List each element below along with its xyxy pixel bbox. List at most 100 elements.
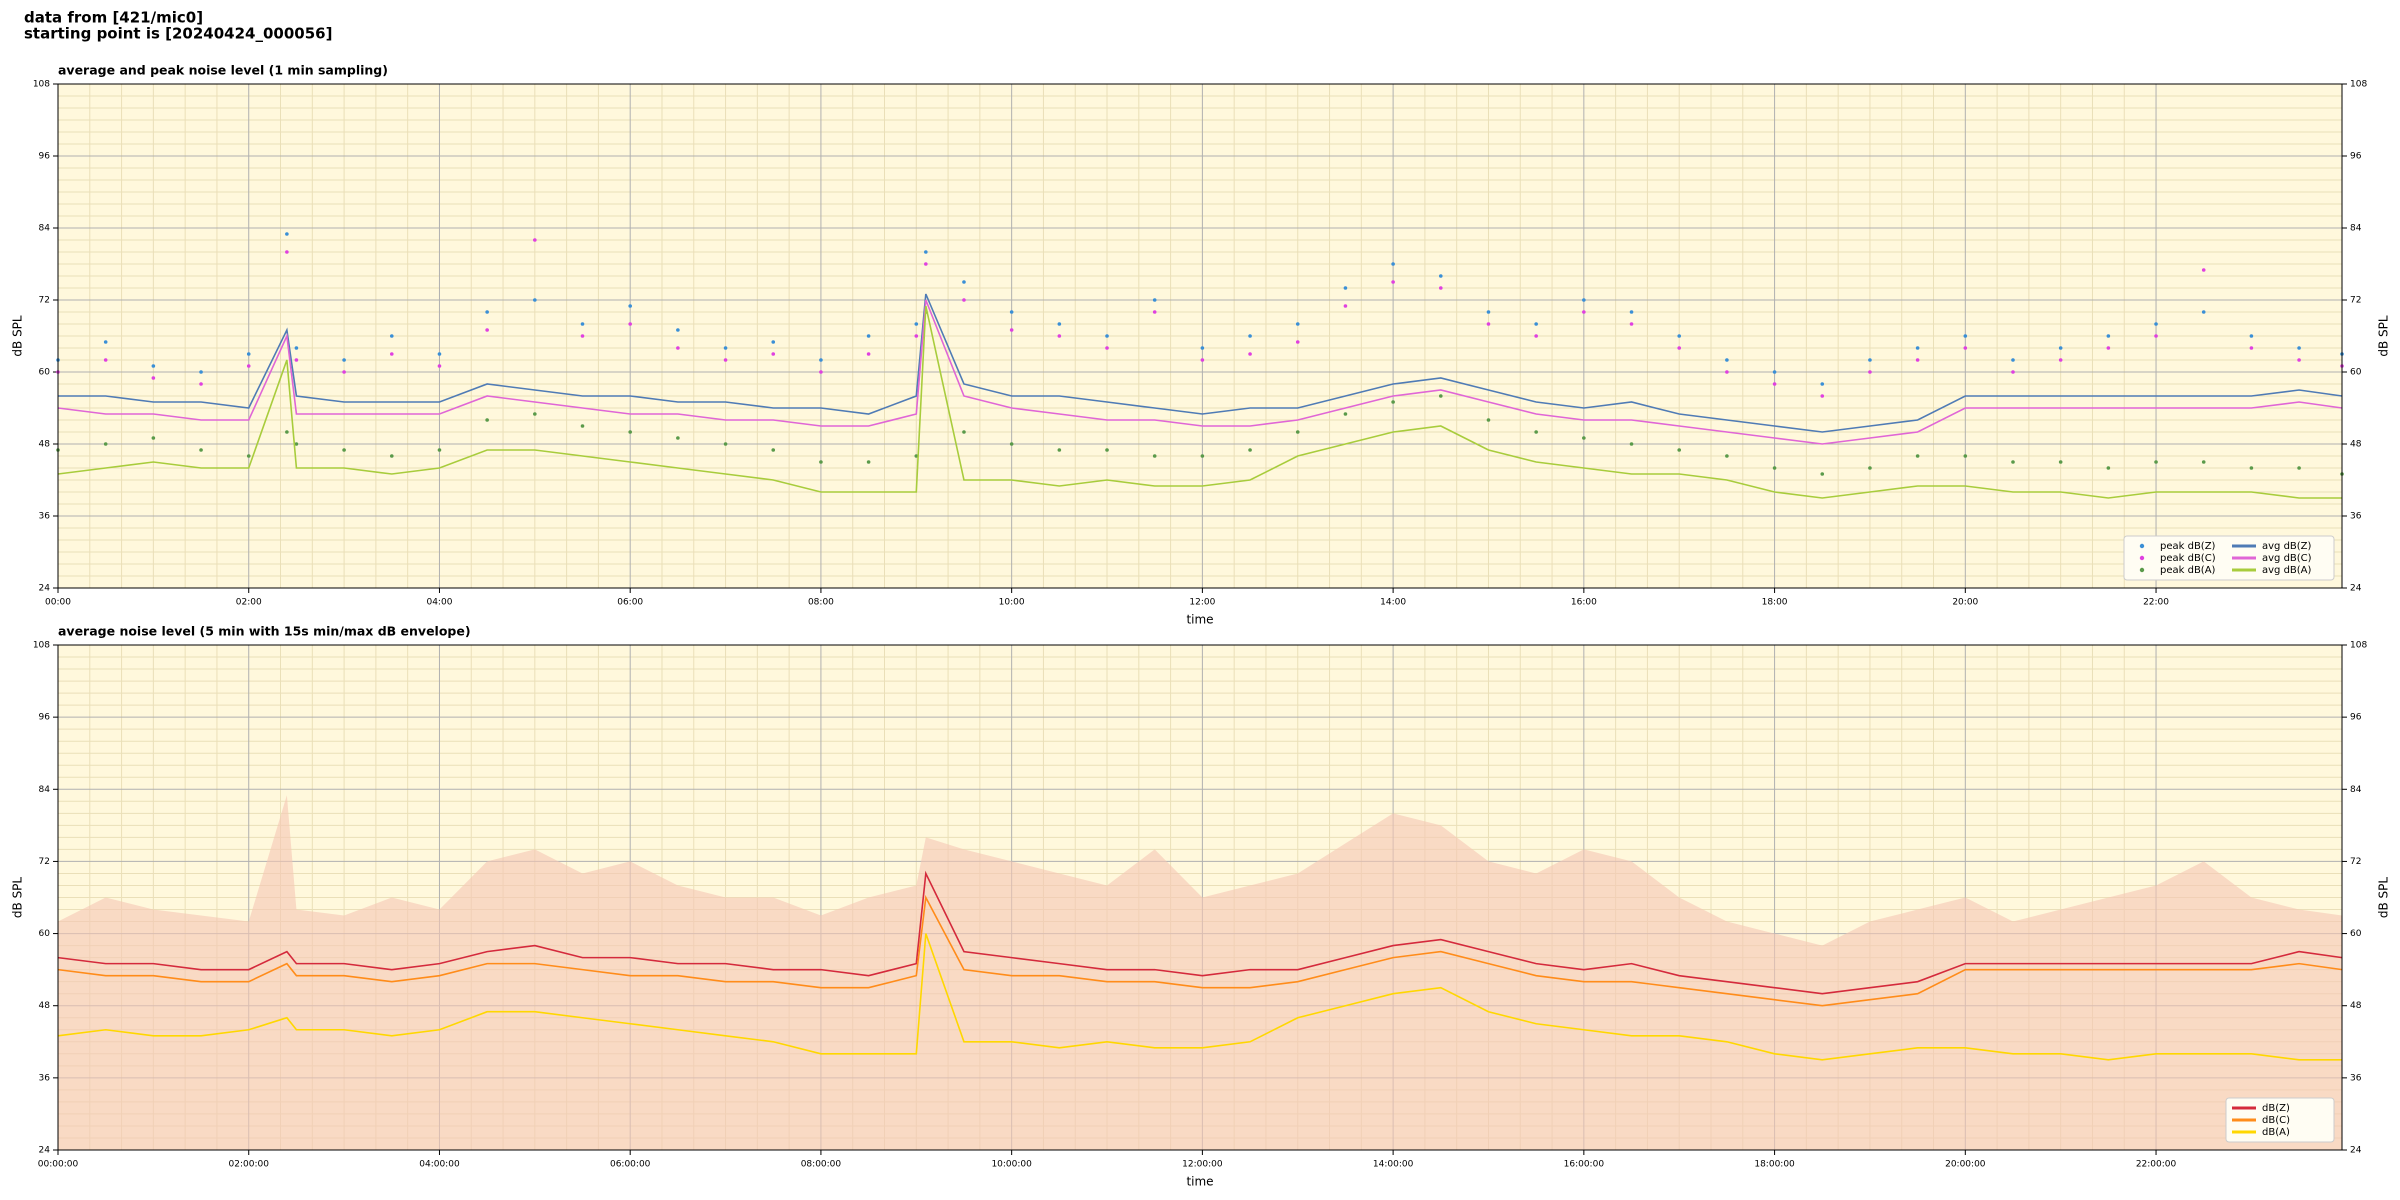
peak-point	[2201, 268, 2206, 272]
series-line	[57, 894, 2343, 1007]
x-tick-label: 00:00:00	[38, 1160, 79, 1170]
peak-point	[1391, 400, 1395, 404]
y2-tick-label: 84	[2350, 224, 2362, 234]
peak-point	[1963, 334, 1968, 338]
header-line: data from [421/mic0]	[24, 9, 203, 27]
peak-point	[2011, 460, 2015, 464]
peak-point	[103, 358, 108, 362]
x-axis-label: time	[1186, 613, 1213, 627]
y-tick-label: 96	[39, 152, 51, 162]
y-tick-label: 60	[39, 929, 51, 939]
y2-tick-label: 60	[2350, 368, 2362, 378]
peak-point	[246, 364, 251, 368]
x-tick-label: 10:00:00	[991, 1160, 1032, 1170]
y2-tick-label: 84	[2350, 785, 2362, 795]
peak-point	[485, 418, 489, 422]
legend-label: dB(C)	[2262, 1115, 2290, 1126]
legend-marker	[2139, 543, 2145, 549]
peak-point	[199, 370, 203, 374]
peak-point	[1057, 334, 1062, 338]
peak-point	[1200, 454, 1205, 458]
x-tick-label: 12:00:00	[1182, 1160, 1223, 1170]
peak-point	[1963, 346, 1968, 350]
peak-point	[914, 454, 919, 458]
peak-point	[1438, 394, 1443, 398]
peak-point	[1295, 340, 1300, 344]
peak-point	[1868, 466, 1872, 470]
peak-point	[1248, 352, 1252, 356]
y2-tick-label: 60	[2350, 929, 2362, 939]
legend-label: peak dB(Z)	[2160, 541, 2216, 552]
peak-point	[1486, 322, 1491, 326]
y-tick-label: 36	[39, 512, 51, 522]
peak-point	[866, 334, 871, 338]
peak-point	[103, 442, 108, 446]
x-tick-label: 16:00:00	[1564, 1160, 1605, 1170]
peak-point	[1248, 334, 1252, 338]
peak-point	[1820, 382, 1825, 386]
peak-point	[723, 442, 728, 446]
peak-point	[2011, 358, 2015, 362]
y-tick-label: 72	[39, 857, 50, 867]
peak-point	[1057, 448, 1062, 452]
peak-point	[1200, 346, 1205, 350]
plot-title: average noise level (5 min with 15s min/…	[58, 624, 471, 639]
peak-point	[151, 436, 156, 440]
y-tick-label: 48	[39, 440, 51, 450]
y-axis-label: dB SPL	[11, 315, 25, 357]
peak-point	[1009, 328, 1014, 332]
x-tick-label: 14:00:00	[1373, 1160, 1414, 1170]
y2-tick-label: 24	[2350, 1146, 2362, 1156]
series-line	[57, 299, 2343, 445]
peak-point	[2249, 466, 2254, 470]
peak-point	[151, 364, 156, 368]
y2-tick-label: 108	[2350, 80, 2367, 90]
peak-point	[1343, 286, 1348, 290]
peak-point	[580, 322, 585, 326]
peak-point	[676, 436, 680, 440]
peak-point	[342, 448, 346, 452]
peak-point	[389, 334, 394, 338]
x-tick-label: 10:00	[999, 598, 1025, 608]
peak-point	[1534, 322, 1538, 326]
peak-point	[151, 376, 156, 380]
series-line	[57, 870, 2343, 995]
peak-point	[533, 412, 537, 416]
peak-point	[1105, 448, 1109, 452]
header-line: starting point is [20240424_000056]	[24, 25, 332, 43]
x-tick-label: 18:00	[1762, 598, 1788, 608]
peak-point	[1772, 382, 1777, 386]
y2-tick-label: 36	[2350, 512, 2362, 522]
series-line	[57, 305, 2342, 499]
peak-point	[1009, 442, 1014, 446]
plot-title: average and peak noise level (1 min samp…	[58, 63, 388, 78]
peak-point	[1105, 334, 1109, 338]
peak-point	[1915, 346, 1920, 350]
y2-axis-label: dB SPL	[2377, 315, 2391, 357]
peak-point	[628, 322, 632, 326]
peak-point	[246, 352, 251, 356]
peak-point	[1152, 298, 1157, 302]
peak-point	[2106, 466, 2111, 470]
y2-tick-label: 72	[2350, 296, 2361, 306]
legend-label: dB(Z)	[2262, 1103, 2290, 1114]
peak-point	[2297, 466, 2301, 470]
peak-point	[1629, 310, 1634, 314]
peak-point	[285, 232, 289, 236]
peak-point	[199, 448, 203, 452]
peak-point	[962, 280, 966, 284]
peak-point	[771, 352, 776, 356]
x-tick-label: 18:00:00	[1754, 1160, 1795, 1170]
peak-point	[389, 454, 394, 458]
peak-point	[103, 340, 108, 344]
peak-point	[819, 358, 823, 362]
peak-point	[285, 430, 289, 434]
peak-point	[2154, 322, 2158, 326]
y-tick-label: 24	[39, 1146, 51, 1156]
y-tick-label: 108	[33, 80, 50, 90]
peak-point	[1725, 454, 1729, 458]
peak-point	[2058, 346, 2063, 350]
peak-point	[485, 310, 489, 314]
plot-frame	[57, 644, 2343, 1151]
peak-point	[1486, 310, 1491, 314]
